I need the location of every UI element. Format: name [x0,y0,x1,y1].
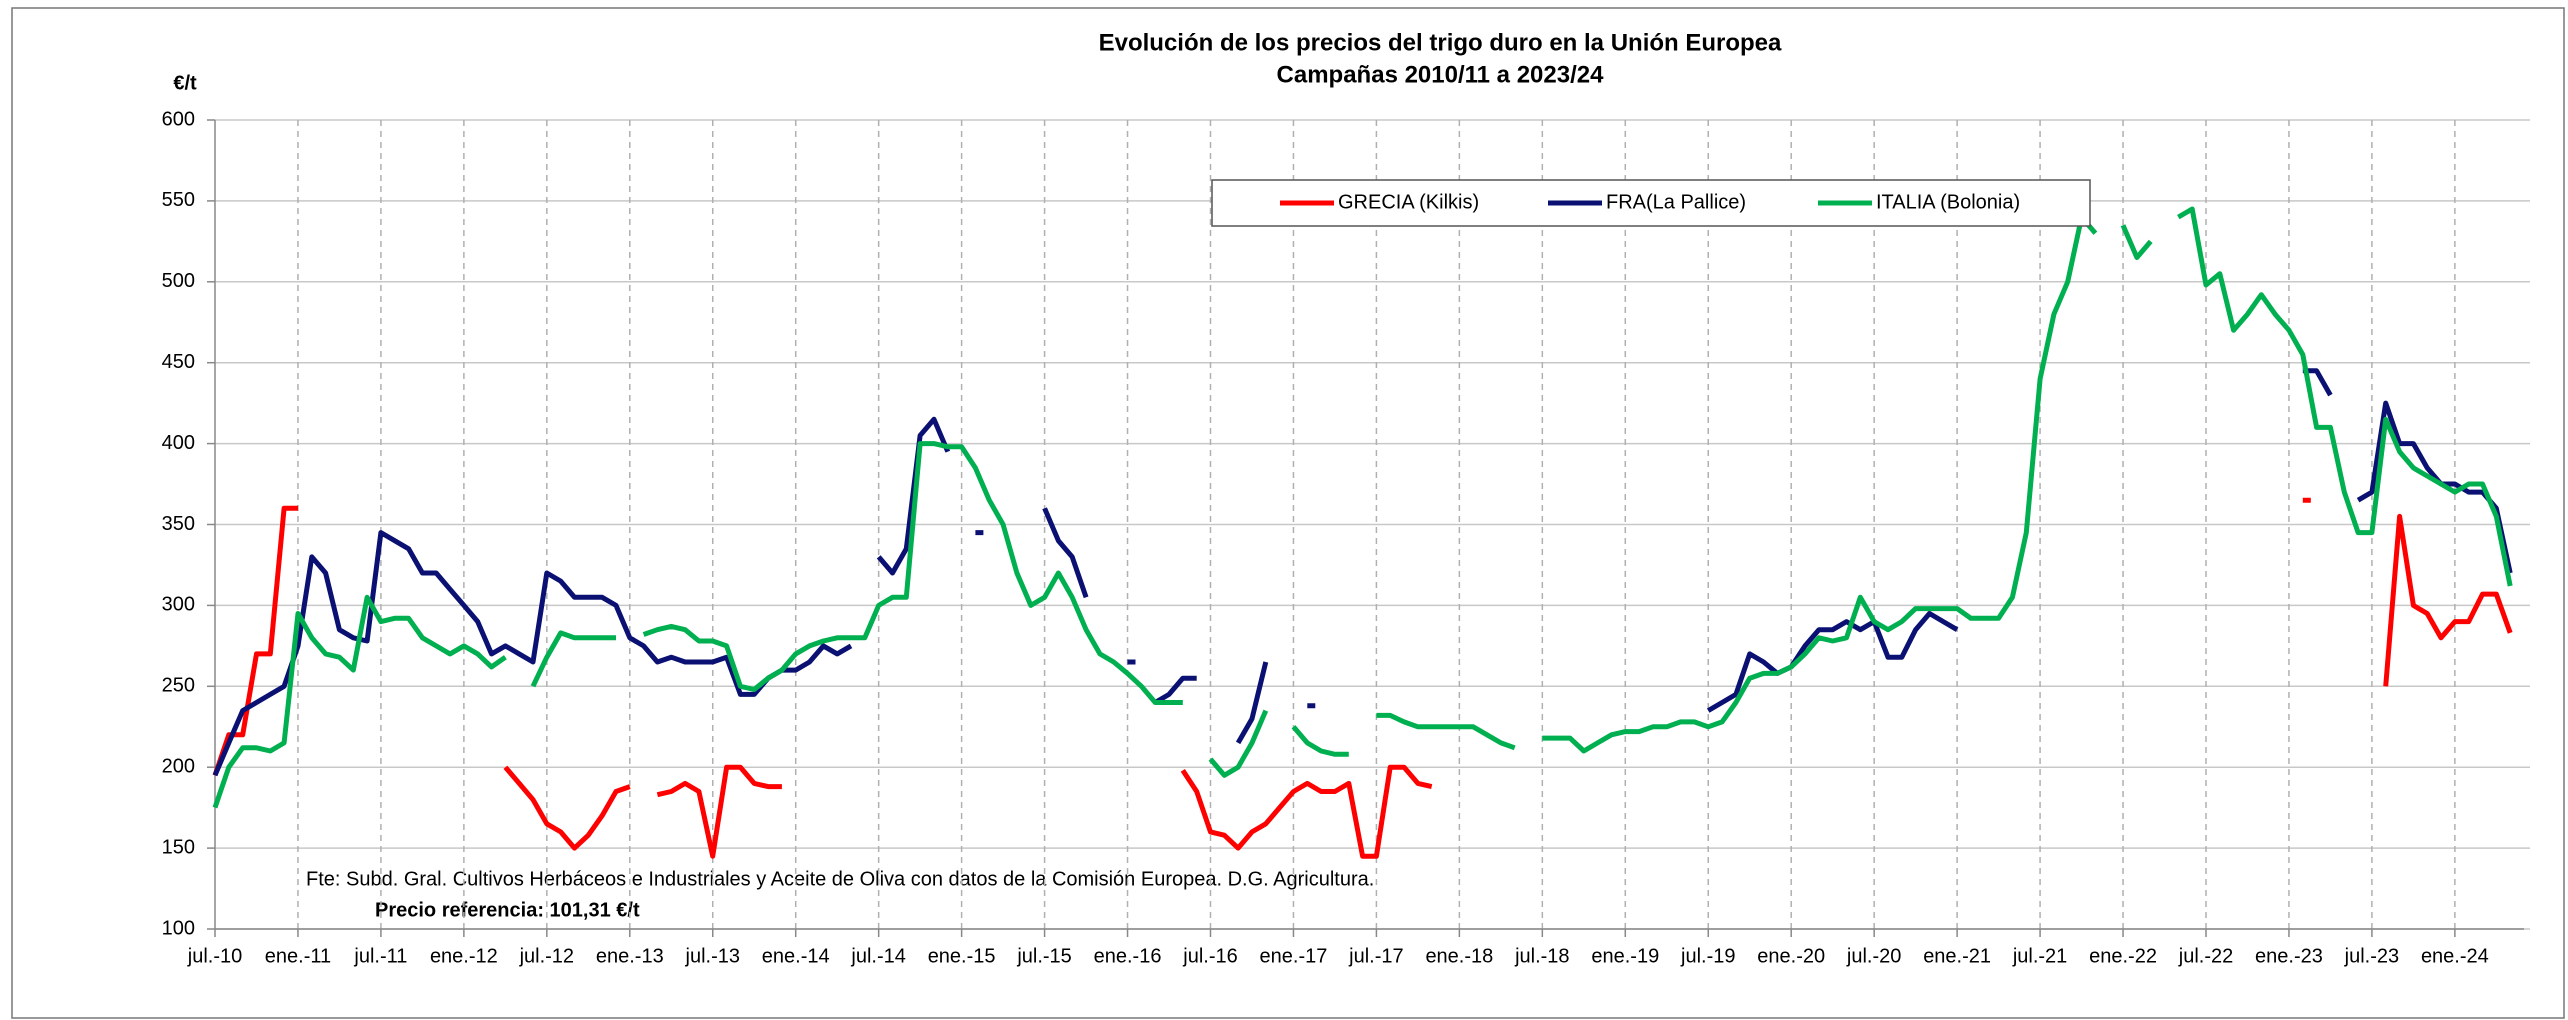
legend-label: FRA(La Pallice) [1606,191,1746,213]
x-tick-label: jul.-14 [850,945,905,967]
y-tick-label: 600 [162,108,195,130]
x-tick-label: jul.-20 [1846,945,1901,967]
x-tick-label: ene.-20 [1757,945,1825,967]
y-tick-label: 200 [162,755,195,777]
x-tick-label: ene.-14 [762,945,830,967]
y-tick-label: 300 [162,594,195,616]
y-tick-label: 500 [162,270,195,292]
chart-title: Evolución de los precios del trigo duro … [1099,29,1782,56]
series-line [212,497,2513,859]
x-tick-label: jul.-21 [2012,945,2067,967]
x-tick-label: ene.-23 [2255,945,2323,967]
y-tick-label: 550 [162,189,195,211]
y-tick-label: 350 [162,513,195,535]
chart-subtitle: Campañas 2010/11 a 2023/24 [1277,61,1605,88]
x-tick-label: jul.-15 [1016,945,1071,967]
x-tick-label: jul.-12 [519,945,574,967]
chart-frame [11,7,2565,1019]
x-tick-label: jul.-13 [685,945,740,967]
series-line [212,368,2513,777]
legend-box [1211,179,2091,227]
legend-label: GRECIA (Kilkis) [1338,191,1479,213]
x-tick-label: ene.-13 [596,945,664,967]
x-tick-label: ene.-21 [1923,945,1991,967]
y-tick-label: 150 [162,836,195,858]
x-tick-label: jul.-22 [2178,945,2233,967]
y-axis-unit: €/t [173,72,197,94]
x-tick-label: jul.-10 [187,945,242,967]
y-tick-label: 100 [162,917,195,939]
x-tick-label: ene.-16 [1094,945,1162,967]
x-tick-label: ene.-17 [1260,945,1328,967]
x-tick-label: ene.-24 [2421,945,2489,967]
x-tick-label: ene.-18 [1425,945,1493,967]
x-tick-label: ene.-11 [265,945,331,967]
x-tick-label: ene.-12 [430,945,498,967]
x-tick-label: jul.-11 [353,945,407,967]
x-tick-label: ene.-15 [928,945,996,967]
x-tick-label: jul.-16 [1182,945,1237,967]
series-line [212,206,2513,809]
y-tick-label: 250 [162,675,195,697]
x-tick-label: jul.-18 [1514,945,1569,967]
x-tick-label: ene.-22 [2089,945,2157,967]
y-tick-label: 400 [162,432,195,454]
x-tick-label: jul.-19 [1680,945,1735,967]
y-tick-label: 450 [162,351,195,373]
legend-label: ITALIA (Bolonia) [1876,191,2020,213]
x-tick-label: jul.-17 [1348,945,1403,967]
x-tick-label: ene.-19 [1591,945,1659,967]
reference-note: Precio referencia: 101,31 €/t [375,899,640,921]
x-tick-label: jul.-23 [2344,945,2399,967]
source-note: Fte: Subd. Gral. Cultivos Herbáceos e In… [306,868,1374,890]
